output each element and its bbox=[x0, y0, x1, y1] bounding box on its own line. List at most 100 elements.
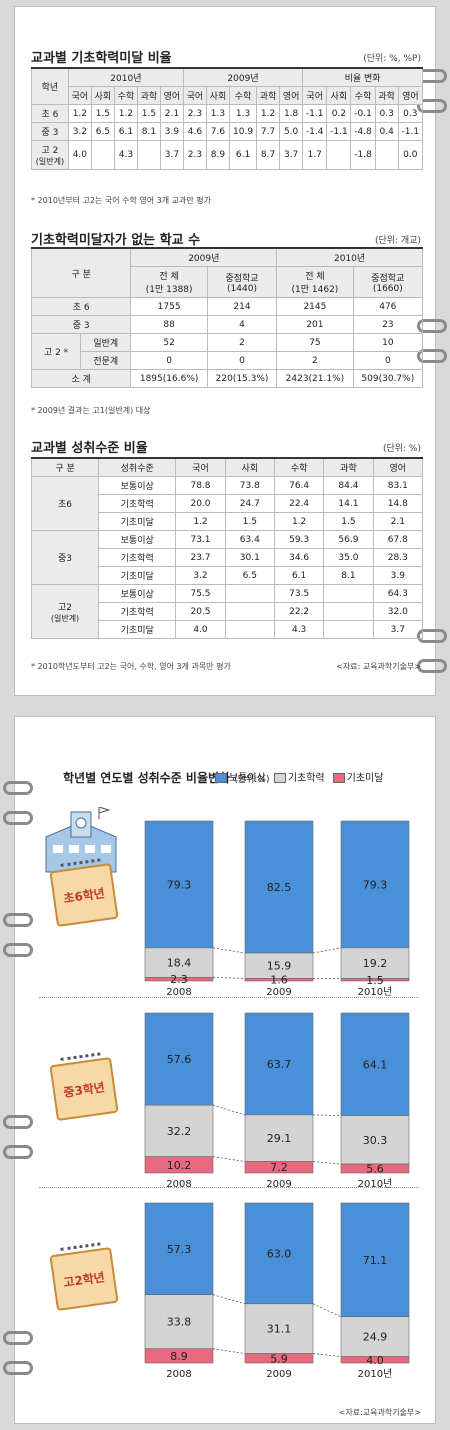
table1-group-header: 비율 변화 bbox=[302, 67, 423, 87]
x-tick-label: 2010년 bbox=[358, 986, 393, 998]
table-cell: 220(15.3%) bbox=[206, 369, 278, 388]
table-cell: 2.1 bbox=[159, 104, 184, 123]
connector-line bbox=[312, 1353, 342, 1357]
binder-ring-icon bbox=[3, 781, 33, 795]
legend-item: 기초학력 bbox=[273, 769, 325, 784]
table-row: 기초미달 4.0 4.3 3.7 bbox=[32, 620, 424, 639]
table-cell bbox=[90, 140, 115, 170]
table-cell: -1.1 bbox=[326, 122, 352, 141]
level-label: 기초학력 bbox=[98, 602, 177, 621]
panel-divider bbox=[39, 1187, 419, 1188]
table-cell: 1755 bbox=[130, 297, 208, 316]
bar-segment bbox=[244, 1202, 314, 1305]
legend-swatch bbox=[273, 773, 286, 783]
table-cell bbox=[224, 602, 275, 621]
table-cell: 35.0 bbox=[323, 548, 374, 567]
group-label-text: 초6 bbox=[58, 500, 73, 510]
table-cell: 1.5 bbox=[224, 512, 275, 531]
data-label: 19.2 bbox=[363, 957, 388, 970]
subject-header: 국어 bbox=[302, 86, 328, 105]
chart-source: <자료:교육과학기술부> bbox=[338, 1408, 421, 1417]
subject-header: 수학 bbox=[113, 86, 138, 105]
bar-segment bbox=[340, 1356, 410, 1364]
level-label: 기초미달 bbox=[98, 512, 177, 531]
table-cell bbox=[323, 584, 374, 603]
bar-segment bbox=[144, 1104, 214, 1157]
table-cell: 0 bbox=[206, 351, 278, 370]
table-cell: 7.7 bbox=[256, 122, 281, 141]
subject-header: 사회 bbox=[205, 86, 230, 105]
table-cell: 84.4 bbox=[323, 476, 374, 495]
table-cell: 4 bbox=[206, 315, 278, 334]
data-label: 31.1 bbox=[267, 1323, 292, 1336]
tables-card: 교과별 기초학력미달 비율 (단위: %, %P) 학년 2010년 2009년… bbox=[14, 6, 447, 696]
table-cell: 22.4 bbox=[273, 494, 325, 513]
row-label-text: 초 6 bbox=[41, 110, 59, 120]
subject-header: 국어 bbox=[175, 457, 226, 477]
table-cell: 1895(16.6%) bbox=[130, 369, 208, 388]
table3-level-header: 성취수준 bbox=[98, 457, 177, 477]
table3-note: * 2010학년도부터 고2는 국어, 수학, 영어 3개 과목만 평가 bbox=[31, 662, 231, 671]
binder-ring-icon bbox=[3, 1145, 33, 1159]
table-cell: 1.7 bbox=[302, 140, 328, 170]
connector-line bbox=[212, 1294, 246, 1305]
row-sublabel: 전문계 bbox=[80, 351, 132, 370]
table2-year-header: 2009년 bbox=[130, 247, 278, 267]
legend-label: 기초학력 bbox=[287, 773, 325, 784]
table-cell: 8.1 bbox=[323, 566, 374, 585]
table2: 구 분 2009년 2010년 전 체 (1만 1388) 중점학교 (1440) 전 … bbox=[30, 247, 424, 388]
table1-note: * 2010년부터 고2는 국어 수학 영어 3개 교과만 평가 bbox=[31, 196, 212, 205]
table-cell: 34.6 bbox=[273, 548, 325, 567]
table3-unit: (단위: %) bbox=[382, 444, 421, 454]
data-label: 5.9 bbox=[270, 1352, 288, 1365]
chart-card: 학년별 연도별 성취수준 비율변화 (단위:%) 보통이상 기초학력 기초미달 … bbox=[3, 716, 436, 1424]
row-label: 초 6 bbox=[30, 297, 132, 316]
sub-header-line: (1만 1462) bbox=[291, 285, 339, 295]
table-row: 중3 보통이상 73.1 63.4 59.3 56.9 67.8 bbox=[30, 530, 424, 585]
table-cell: 75.5 bbox=[175, 584, 226, 603]
bar-segment bbox=[144, 1348, 214, 1364]
table2-unit: (단위: 개교) bbox=[374, 236, 421, 246]
table-cell: 20.0 bbox=[175, 494, 226, 513]
table-row: 소 계 1895(16.6%) 220(15.3%) 2423(21.1%) 509(3… bbox=[30, 369, 424, 388]
bar-segment bbox=[144, 1202, 214, 1295]
table-cell bbox=[326, 140, 352, 170]
data-label: 33.8 bbox=[167, 1316, 192, 1329]
table-cell: -1.1 bbox=[302, 104, 328, 123]
table-cell: 0.0 bbox=[397, 140, 424, 170]
bar-segment bbox=[340, 1163, 410, 1174]
x-tick-label: 2008 bbox=[166, 1369, 191, 1380]
table-cell: 2145 bbox=[276, 297, 354, 316]
bar-segment bbox=[144, 1156, 214, 1174]
table-cell: 59.3 bbox=[273, 530, 325, 549]
table-cell: 22.2 bbox=[273, 602, 325, 621]
connector-line bbox=[212, 1104, 246, 1116]
bar-segment bbox=[244, 820, 314, 954]
x-tick-label: 2010년 bbox=[358, 1178, 393, 1190]
legend-label: 기초미달 bbox=[346, 773, 384, 784]
data-label: 1.5 bbox=[366, 974, 384, 987]
table-cell: 509(30.7%) bbox=[352, 369, 424, 388]
table1-group-header: 2009년 bbox=[182, 67, 304, 87]
table1-unit: (단위: %, %P) bbox=[363, 54, 421, 64]
bar-segment bbox=[144, 947, 214, 978]
group-label-text: 고2 bbox=[58, 602, 73, 613]
bar-segment bbox=[144, 977, 214, 982]
table1-grade-header: 학년 bbox=[31, 67, 69, 105]
data-label: 79.3 bbox=[363, 878, 388, 891]
table2-year-header: 2010년 bbox=[276, 247, 423, 267]
table-cell: 1.5 bbox=[90, 104, 115, 123]
table-cell: 75 bbox=[276, 333, 354, 352]
row-label: 초 6 bbox=[31, 104, 69, 123]
data-label: 71.1 bbox=[363, 1254, 388, 1267]
subject-header: 국어 bbox=[67, 86, 92, 105]
table-cell: 28.3 bbox=[372, 548, 424, 567]
table-cell: 3.2 bbox=[67, 122, 92, 141]
legend-swatch bbox=[332, 773, 345, 783]
row-label: 고 2 * bbox=[30, 333, 82, 370]
table1-group-header: 2010년 bbox=[67, 67, 184, 87]
table-cell: 0.3 bbox=[397, 104, 424, 123]
table-cell: 1.2 bbox=[67, 104, 92, 123]
connector-line bbox=[212, 1156, 246, 1162]
table-cell bbox=[224, 620, 275, 639]
